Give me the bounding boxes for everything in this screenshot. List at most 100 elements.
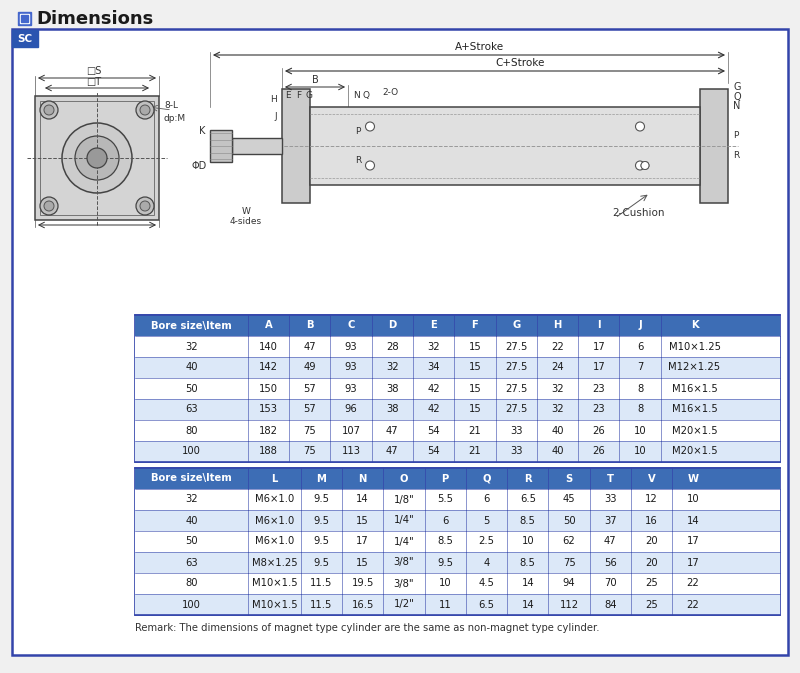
Text: M16×1.5: M16×1.5 <box>672 384 718 394</box>
Circle shape <box>87 148 107 168</box>
Bar <box>135 531 780 552</box>
Text: K: K <box>690 320 698 330</box>
Text: 15: 15 <box>356 516 369 526</box>
Text: R: R <box>355 155 361 164</box>
Text: 15: 15 <box>469 384 482 394</box>
Circle shape <box>44 105 54 115</box>
Text: 10: 10 <box>522 536 534 546</box>
Text: A: A <box>265 320 272 330</box>
Text: J: J <box>274 112 277 121</box>
Text: 107: 107 <box>342 425 361 435</box>
Text: 63: 63 <box>185 404 198 415</box>
Circle shape <box>366 161 374 170</box>
Text: L: L <box>271 474 278 483</box>
Text: O: O <box>400 474 408 483</box>
Circle shape <box>641 162 649 170</box>
Text: 14: 14 <box>522 579 534 588</box>
Text: 75: 75 <box>303 446 316 456</box>
Text: F: F <box>296 91 301 100</box>
Text: 7: 7 <box>637 363 643 372</box>
Text: G: G <box>306 91 313 100</box>
Circle shape <box>62 123 132 193</box>
Text: 25: 25 <box>646 600 658 610</box>
Text: 49: 49 <box>303 363 316 372</box>
Text: H: H <box>270 95 277 104</box>
Circle shape <box>136 197 154 215</box>
Text: 6.5: 6.5 <box>520 495 536 505</box>
Text: 40: 40 <box>551 425 564 435</box>
Text: Remark: The dimensions of magnet type cylinder are the same as non-magnet type c: Remark: The dimensions of magnet type cy… <box>135 623 599 633</box>
Text: 100: 100 <box>182 600 201 610</box>
Text: dp:M: dp:M <box>164 114 186 123</box>
Text: P: P <box>442 474 449 483</box>
Text: SC: SC <box>18 34 33 44</box>
Text: W: W <box>242 207 250 216</box>
Bar <box>135 315 780 336</box>
Bar <box>135 420 780 441</box>
Text: 25: 25 <box>646 579 658 588</box>
Text: 9.5: 9.5 <box>314 495 330 505</box>
Text: 93: 93 <box>345 341 358 351</box>
Text: 8-L: 8-L <box>164 101 178 110</box>
Text: 34: 34 <box>427 363 440 372</box>
Text: J: J <box>638 320 642 330</box>
Text: 32: 32 <box>427 341 440 351</box>
Circle shape <box>40 101 58 119</box>
Text: 96: 96 <box>345 404 358 415</box>
Circle shape <box>635 161 645 170</box>
Text: 4-sides: 4-sides <box>230 217 262 226</box>
Text: 93: 93 <box>345 363 358 372</box>
Circle shape <box>40 197 58 215</box>
Text: 75: 75 <box>303 425 316 435</box>
Text: 84: 84 <box>604 600 617 610</box>
Text: 20: 20 <box>646 557 658 567</box>
Text: M6×1.0: M6×1.0 <box>254 536 294 546</box>
Text: 32: 32 <box>551 404 564 415</box>
Text: Bore size\Item: Bore size\Item <box>151 320 232 330</box>
Text: 33: 33 <box>604 495 617 505</box>
Text: 56: 56 <box>604 557 617 567</box>
Text: 112: 112 <box>559 600 578 610</box>
Text: M: M <box>317 474 326 483</box>
Text: C: C <box>347 320 354 330</box>
Text: 32: 32 <box>185 495 198 505</box>
Text: A+Stroke: A+Stroke <box>454 42 503 52</box>
Text: W: W <box>687 474 698 483</box>
Text: V: V <box>648 474 655 483</box>
Text: 17: 17 <box>686 536 699 546</box>
Text: Q: Q <box>482 474 490 483</box>
Circle shape <box>140 105 150 115</box>
Text: 100: 100 <box>182 446 201 456</box>
Text: N: N <box>733 101 740 111</box>
Bar <box>40 101 154 215</box>
Text: 2.5: 2.5 <box>478 536 494 546</box>
Bar <box>700 89 728 203</box>
Text: 40: 40 <box>185 363 198 372</box>
Text: P: P <box>733 131 738 141</box>
Text: 23: 23 <box>593 384 605 394</box>
Text: 50: 50 <box>185 384 198 394</box>
Text: 70: 70 <box>604 579 617 588</box>
Text: 28: 28 <box>386 341 398 351</box>
Text: Q: Q <box>733 92 741 102</box>
Text: 38: 38 <box>386 384 398 394</box>
Text: 150: 150 <box>259 384 278 394</box>
Text: 9.5: 9.5 <box>438 557 454 567</box>
Text: 11.5: 11.5 <box>310 579 333 588</box>
Circle shape <box>641 162 649 170</box>
Bar <box>135 357 780 378</box>
Text: M10×1.5: M10×1.5 <box>251 579 297 588</box>
Text: 94: 94 <box>562 579 575 588</box>
Text: M16×1.5: M16×1.5 <box>672 404 718 415</box>
Text: 47: 47 <box>386 446 398 456</box>
Text: 26: 26 <box>592 425 605 435</box>
Text: 6.5: 6.5 <box>478 600 494 610</box>
Text: ΦD: ΦD <box>192 161 207 171</box>
Bar <box>135 441 780 462</box>
Text: Bore size\Item: Bore size\Item <box>151 474 232 483</box>
Circle shape <box>75 136 119 180</box>
Circle shape <box>44 201 54 211</box>
Text: E: E <box>285 91 290 100</box>
Bar <box>135 399 780 420</box>
Text: 5: 5 <box>483 516 490 526</box>
